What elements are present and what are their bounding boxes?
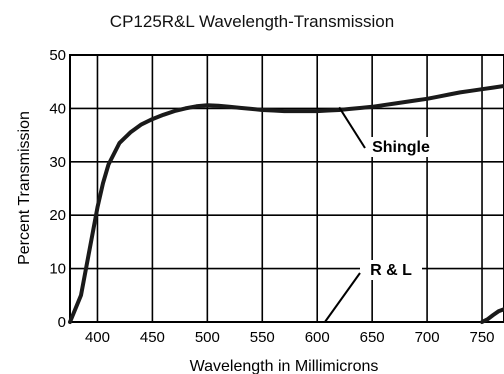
y-tick-label: 30 <box>49 154 66 171</box>
x-tick-label: 650 <box>360 329 385 346</box>
plot-frame <box>69 54 504 323</box>
y-tick-label: 0 <box>58 314 66 331</box>
annotation-bg <box>360 260 422 280</box>
x-tick-label: 600 <box>305 329 330 346</box>
annotations: Shingle R & L <box>324 106 442 323</box>
chart-title: CP125R&L Wavelength-Transmission <box>110 12 394 31</box>
x-tick-label: 550 <box>250 329 275 346</box>
series-line-r-l <box>480 307 504 324</box>
y-tick-label: 40 <box>49 100 66 117</box>
annotation-bg <box>360 137 442 157</box>
annotation-leader <box>338 106 366 149</box>
x-tick-label: 700 <box>415 329 440 346</box>
x-tick-label: 450 <box>140 329 165 346</box>
x-tick-label: 750 <box>470 329 495 346</box>
y-tick-label: 50 <box>49 47 66 64</box>
series-line-shingle <box>68 84 504 324</box>
y-tick-label: 10 <box>49 261 66 278</box>
y-axis-label: Percent Transmission <box>16 111 33 265</box>
tick-labels: 400 450 500 550 600 650 700 750 0 10 20 30 40 50 <box>49 47 494 346</box>
annotation-leader <box>324 272 361 323</box>
series-layer <box>68 84 504 324</box>
x-tick-label: 400 <box>85 329 110 346</box>
x-tick-label: 500 <box>195 329 220 346</box>
x-axis-label: Wavelength in Millimicrons <box>190 358 379 374</box>
y-tick-label: 20 <box>49 207 66 224</box>
annotation-r-l: R & L <box>370 262 412 279</box>
annotation-shingle: Shingle <box>372 139 430 156</box>
